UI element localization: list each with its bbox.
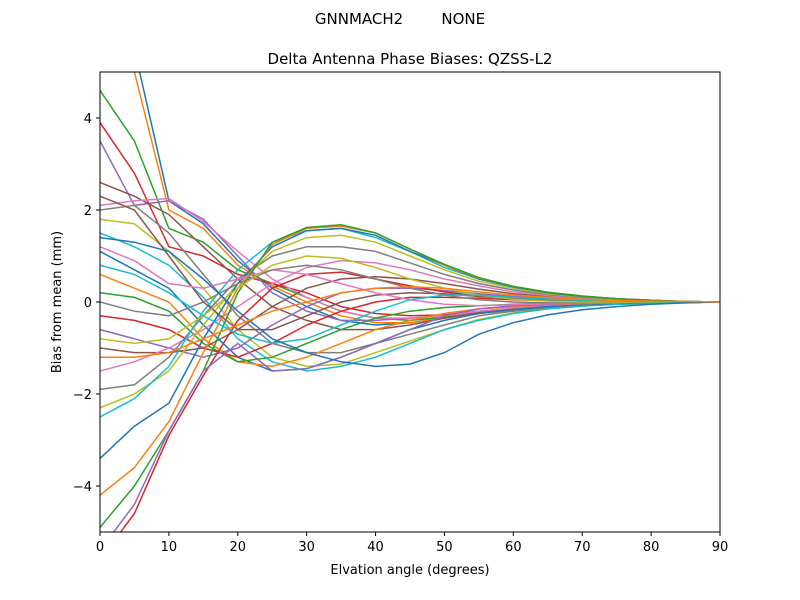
series-line-32 [100,286,720,358]
x-tick-label: 0 [96,540,104,555]
x-tick-label: 40 [367,540,384,555]
x-tick-label: 70 [574,540,591,555]
series-layer [100,72,720,532]
series-line-1 [138,72,720,326]
chart-suptitle: GNNMACH2 NONE [315,10,485,28]
x-axis-label: Elvation angle (degrees) [330,563,489,578]
y-axis-label: Bias from mean (mm) [50,231,65,373]
y-tick-label: 2 [84,204,92,219]
y-axis: −4 −2 0 2 4 [73,112,100,495]
y-tick-label: −2 [73,388,92,403]
x-tick-label: 60 [505,540,522,555]
x-tick-label: 50 [436,540,453,555]
y-tick-label: −4 [73,480,92,495]
series-line-22 [100,225,720,496]
y-tick-label: 0 [84,296,92,311]
series-line-31 [100,236,720,368]
x-tick-label: 90 [712,540,729,555]
x-tick-label: 10 [161,540,178,555]
x-tick-label: 20 [230,540,247,555]
series-line-10 [100,232,720,372]
y-tick-label: 4 [84,112,92,127]
x-tick-label: 80 [643,540,660,555]
series-line-2 [131,72,720,324]
chart-title: Delta Antenna Phase Biases: QZSS-L2 [268,50,553,68]
x-axis: 0 10 20 30 40 50 60 70 80 90 [96,532,728,555]
x-tick-label: 30 [298,540,315,555]
